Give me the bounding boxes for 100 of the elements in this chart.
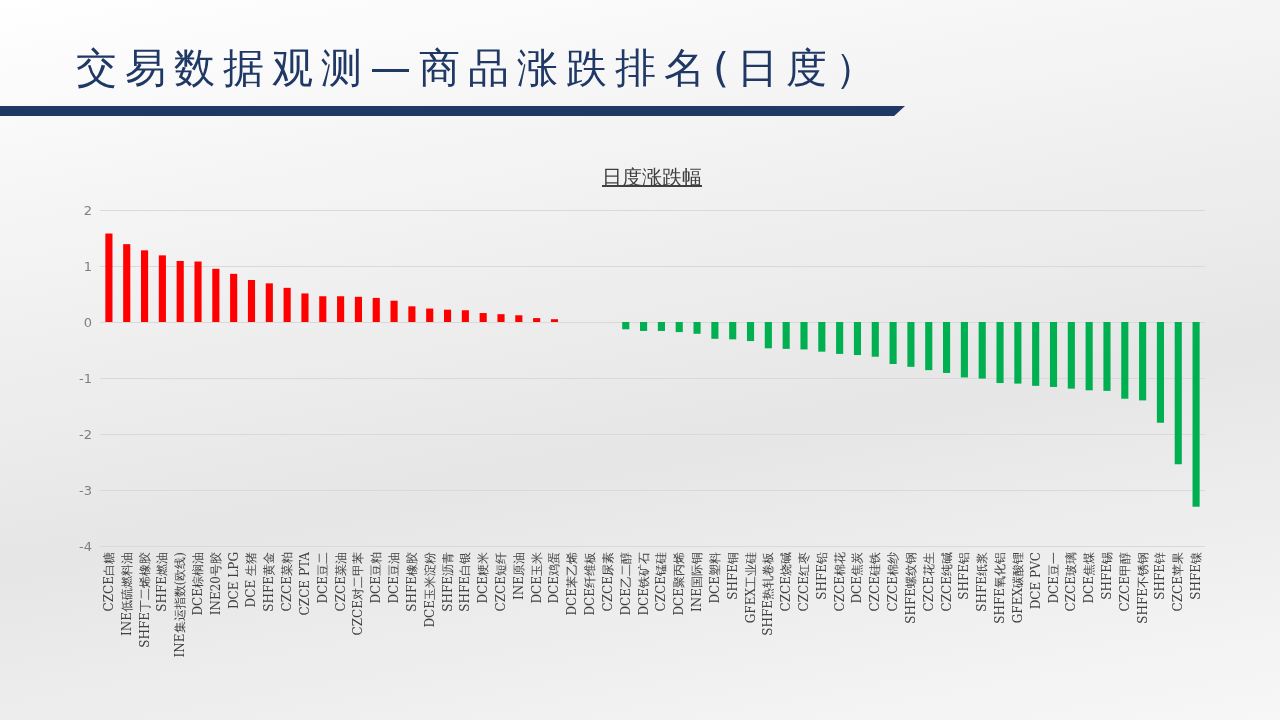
x-tick-label: SHFE沥青 (440, 552, 455, 612)
bar (230, 273, 238, 322)
bar (497, 314, 505, 322)
bar (1139, 322, 1147, 401)
x-tick-label: DCE豆一 (1046, 552, 1061, 604)
x-tick-label: DCE焦炭 (850, 552, 865, 604)
bar (1014, 322, 1022, 384)
bar (729, 322, 737, 340)
x-tick-label: DCE铁矿石 (636, 552, 651, 616)
x-tick-label: CZCE棉纱 (886, 552, 901, 612)
x-tick-label: CZCE红枣 (796, 552, 811, 612)
x-tick-label: CZCE玻璃 (1064, 552, 1079, 612)
bar (390, 300, 398, 322)
bar (337, 296, 345, 322)
x-tick-label: SHFE铝 (957, 552, 972, 600)
x-tick-label: SHFE橡胶 (404, 552, 419, 612)
y-tick-label: 2 (83, 202, 92, 218)
bar (996, 322, 1004, 384)
x-tick-label: DCE乙二醇 (618, 552, 633, 616)
bar (675, 322, 683, 333)
x-tick-label: CZCE短纤 (494, 552, 509, 612)
x-tick-label: SHFE铜 (725, 552, 740, 600)
x-tick-label: DCE鸡蛋 (547, 552, 562, 604)
x-tick-label: SHFE燃油 (155, 552, 170, 612)
bar (140, 250, 149, 322)
bar (907, 322, 915, 367)
x-tick-label: CZCE苹果 (1171, 552, 1186, 612)
bar (479, 313, 487, 322)
x-tick-label: DCE塑料 (707, 552, 722, 604)
x-tick-label: CZCE花生 (921, 552, 936, 612)
bar (301, 293, 309, 322)
bar (158, 255, 166, 322)
bar (925, 322, 933, 371)
bar (105, 233, 113, 322)
bar (354, 296, 362, 322)
x-tick-label: SHFE黄金 (262, 552, 277, 612)
x-tick-label: SHFE白银 (458, 552, 473, 612)
bar (782, 322, 790, 349)
y-tick-label: -2 (79, 426, 92, 442)
x-tick-label: INE20号胶 (208, 552, 223, 616)
bar (836, 322, 844, 354)
bar (943, 322, 951, 373)
x-tick-label: SHFE镍 (1189, 552, 1204, 600)
x-tick-label: CZCE菜油 (333, 552, 348, 612)
bar (853, 322, 862, 356)
x-tick-label: DCE聚丙烯 (672, 552, 687, 616)
bar (1049, 322, 1058, 387)
bar (1192, 322, 1200, 507)
x-tick-label: DCE豆粕 (369, 552, 384, 604)
x-tick-label: CZCE棉花 (832, 552, 847, 612)
bar (123, 244, 131, 322)
y-tick-label: -3 (79, 482, 92, 498)
x-tick-label: CZCE白糖 (101, 552, 116, 612)
x-tick-label: GFEX碳酸锂 (1010, 552, 1025, 624)
x-tick-label: DCE焦煤 (1082, 552, 1097, 604)
bar (372, 297, 380, 322)
x-tick-label: DCE豆二 (315, 552, 330, 604)
x-tick-label: DCE豆油 (387, 552, 402, 604)
bar (408, 306, 416, 322)
x-tick-label: DCE苯乙烯 (565, 552, 580, 616)
bar (764, 322, 772, 349)
bar (515, 315, 523, 322)
x-tick-label: CZCE硅铁 (868, 552, 883, 612)
x-tick-label: SHFE不锈钢 (1135, 552, 1150, 624)
bar (176, 260, 184, 322)
bar (283, 287, 291, 322)
x-tick-label: INE集运指数(欧线) (173, 552, 188, 658)
chart-subtitle: 日度涨跌幅 (602, 164, 702, 191)
x-tick-label: INE原油 (511, 552, 526, 600)
bar (550, 319, 559, 322)
x-tick-label: DCE LPG (226, 552, 241, 610)
bar (533, 318, 541, 322)
x-tick-label: DCE 生猪 (244, 552, 259, 608)
x-tick-label: SHFE铅 (814, 552, 829, 600)
bar (319, 296, 327, 322)
x-tick-label: INE国际铜 (690, 552, 705, 612)
bar (247, 280, 256, 322)
bar (622, 322, 630, 330)
x-tick-label: SHFE锡 (1099, 552, 1114, 600)
bar (1156, 322, 1165, 423)
x-tick-label: CZCE甲醇 (1117, 552, 1132, 612)
x-tick-label: CZCE锰硅 (654, 552, 669, 612)
bar (693, 322, 701, 334)
x-tick-label: CZCE烧碱 (779, 552, 794, 612)
bar (1032, 322, 1040, 386)
y-tick-label: 0 (83, 314, 92, 330)
bar (426, 308, 434, 322)
bar (640, 322, 648, 331)
bar (443, 309, 452, 322)
x-tick-label: SHFE丁二烯橡胶 (137, 552, 152, 648)
bar (711, 322, 719, 339)
x-tick-label: GFEX工业硅 (743, 552, 758, 624)
x-tick-label: SHFE热轧卷板 (761, 552, 776, 636)
bar (657, 322, 665, 331)
bar (194, 261, 202, 322)
bar (871, 322, 879, 357)
bar (1067, 322, 1075, 389)
bar (978, 322, 986, 379)
x-tick-label: DCE棕榈油 (191, 552, 206, 616)
x-tick-label: CZCE尿素 (600, 552, 615, 612)
